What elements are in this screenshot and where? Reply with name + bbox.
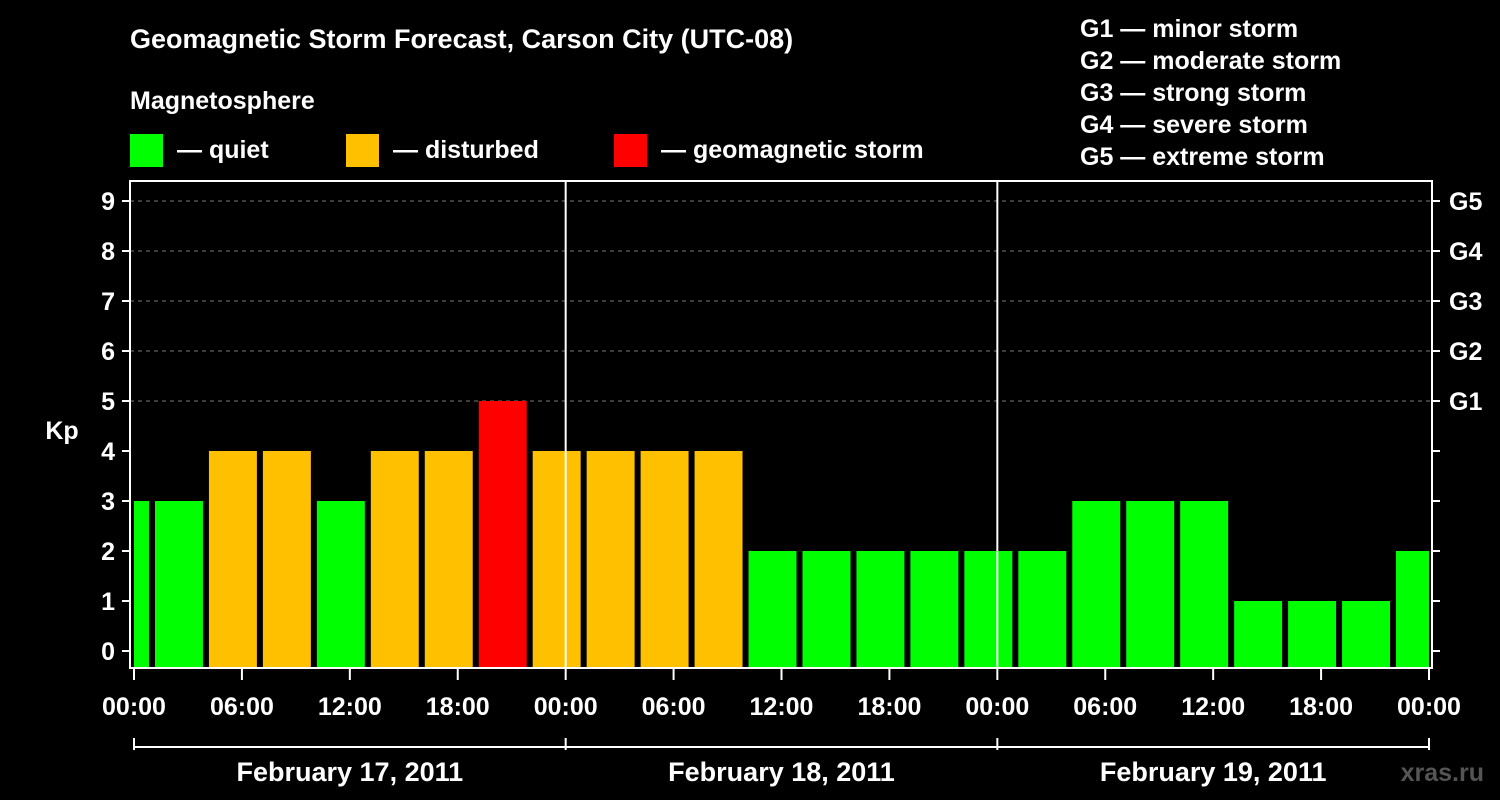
chart-subtitle: Magnetosphere [130, 87, 315, 115]
xtick-label-3: 18:00 [426, 693, 490, 721]
bar-20 [1180, 501, 1229, 668]
date-label-2: February 19, 2011 [1100, 757, 1327, 787]
bar-8 [532, 451, 581, 668]
ytick-label-7: 7 [101, 288, 115, 316]
y-axis: 0 1 2 3 4 5 6 7 8 9 [101, 188, 130, 666]
storm-scale-g5: G5 — extreme storm [1080, 143, 1325, 171]
ytick-label-3: 3 [101, 488, 115, 516]
bar-9 [586, 451, 635, 668]
storm-scale-g4: G4 — severe storm [1080, 111, 1308, 139]
bar-14 [856, 551, 905, 668]
xtick-label-1: 06:00 [210, 693, 274, 721]
bar-10 [640, 451, 689, 668]
bar-12 [748, 551, 797, 668]
bar-11 [694, 451, 743, 668]
bar-24 [1396, 551, 1429, 668]
ytick-label-9: 9 [101, 188, 115, 216]
ytick-label-8: 8 [101, 238, 115, 266]
g-label-g1: G1 [1449, 388, 1482, 416]
bar-19 [1126, 501, 1175, 668]
g-label-g3: G3 [1449, 288, 1482, 316]
legend: — quiet — disturbed — geomagnetic storm [130, 134, 924, 167]
bar-22 [1288, 601, 1337, 668]
g-label-g5: G5 [1449, 188, 1482, 216]
x-axis: 00:00 06:00 12:00 18:00 00:00 06:00 12:00 18:00… [102, 668, 1461, 721]
xtick-label-8: 00:00 [965, 693, 1029, 721]
bar-6 [424, 451, 473, 668]
xtick-label-0: 00:00 [102, 693, 166, 721]
bar-3 [262, 451, 311, 668]
bar-4 [316, 501, 365, 668]
y-axis-label: Kp [45, 417, 78, 445]
ytick-label-4: 4 [101, 438, 115, 466]
ytick-label-0: 0 [101, 638, 115, 666]
storm-scale-g2: G2 — moderate storm [1080, 47, 1341, 75]
legend-swatch-storm [614, 134, 647, 167]
g-label-g2: G2 [1449, 338, 1482, 366]
bar-13 [802, 551, 851, 668]
watermark: xras.ru [1401, 759, 1484, 787]
bar-17 [1018, 551, 1067, 668]
xtick-label-2: 12:00 [318, 693, 382, 721]
legend-label-disturbed: — disturbed [393, 136, 539, 164]
ytick-label-1: 1 [101, 588, 115, 616]
bar-23 [1342, 601, 1391, 668]
storm-scale-g3: G3 — strong storm [1080, 79, 1306, 107]
bar-16 [964, 551, 1013, 668]
g-label-g4: G4 [1449, 238, 1482, 266]
bar-5 [370, 451, 419, 668]
xtick-label-10: 12:00 [1181, 693, 1245, 721]
bar-21 [1234, 601, 1283, 668]
xtick-label-11: 18:00 [1289, 693, 1353, 721]
date-label-0: February 17, 2011 [237, 757, 464, 787]
bar-15 [910, 551, 959, 668]
bar-0 [134, 501, 149, 668]
bar-18 [1072, 501, 1121, 668]
ytick-label-6: 6 [101, 338, 115, 366]
legend-swatch-quiet [130, 134, 163, 167]
xtick-label-4: 00:00 [534, 693, 598, 721]
legend-label-quiet: — quiet [177, 136, 269, 164]
storm-scale-g1: G1 — minor storm [1080, 15, 1298, 43]
xtick-label-7: 18:00 [857, 693, 921, 721]
ytick-label-2: 2 [101, 538, 115, 566]
xtick-label-12: 00:00 [1397, 693, 1461, 721]
storm-scale-legend: G1 — minor storm G2 — moderate storm G3 — … [1080, 15, 1341, 171]
bar-2 [208, 451, 257, 668]
bar-7 [478, 401, 527, 668]
grid [130, 200, 1432, 402]
xtick-label-9: 06:00 [1073, 693, 1137, 721]
chart-title: Geomagnetic Storm Forecast, Carson City … [130, 24, 793, 54]
g-axis: G1 G2 G3 G4 G5 [1432, 188, 1482, 652]
xtick-label-6: 12:00 [750, 693, 814, 721]
legend-label-storm: — geomagnetic storm [661, 136, 924, 164]
date-axis: February 17, 2011 February 18, 2011 Februa… [133, 738, 1430, 787]
xtick-label-5: 06:00 [642, 693, 706, 721]
ytick-label-5: 5 [101, 388, 115, 416]
legend-swatch-disturbed [346, 134, 379, 167]
date-label-1: February 18, 2011 [668, 757, 895, 787]
bar-1 [154, 501, 203, 668]
bars [134, 401, 1429, 668]
